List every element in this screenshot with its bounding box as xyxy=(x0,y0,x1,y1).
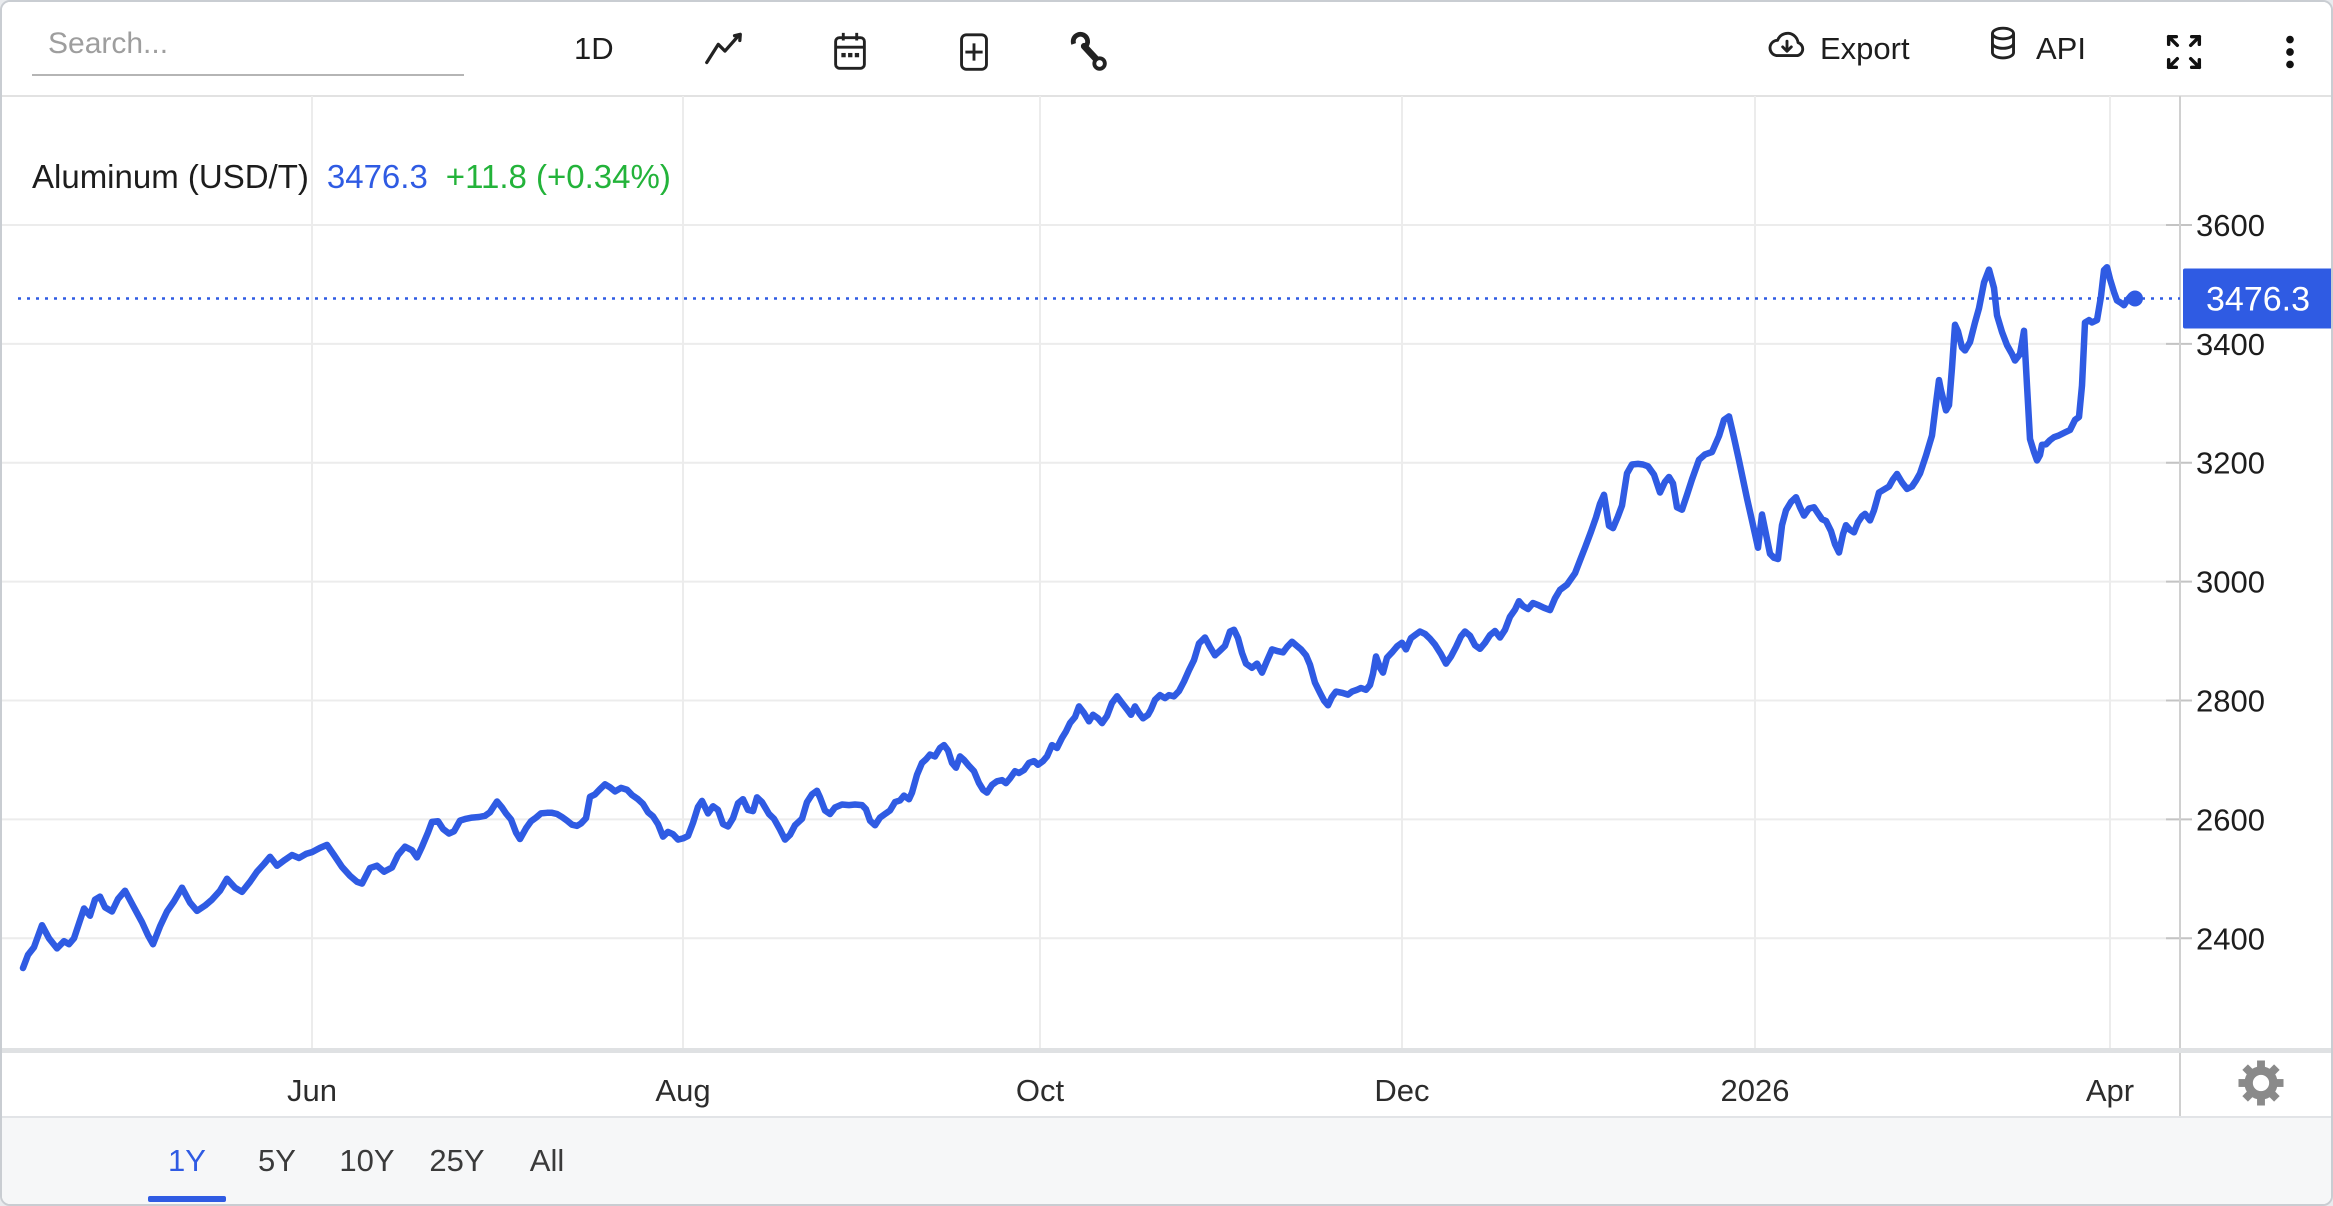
x-axis-label[interactable]: Aug xyxy=(655,1073,710,1108)
price-change: +11.8 (+0.34%) xyxy=(445,158,671,195)
y-axis-label: 3200 xyxy=(2196,446,2265,481)
x-axis-label[interactable]: Dec xyxy=(1374,1073,1429,1108)
price-series-line xyxy=(19,263,2139,972)
cloud-download-icon xyxy=(1764,22,1810,76)
instrument-name: Aluminum (USD/T) xyxy=(32,158,309,195)
x-axis-label[interactable]: 2026 xyxy=(1721,1073,1790,1108)
x-axis-line xyxy=(2,1048,2331,1053)
gear-icon xyxy=(2234,1060,2288,1114)
y-axis-label: 2400 xyxy=(2196,921,2265,956)
api-button[interactable]: API xyxy=(1980,2,2086,95)
y-axis-label: 2800 xyxy=(2196,683,2265,718)
x-axis-label[interactable]: Oct xyxy=(1016,1073,1065,1108)
price-axis-label-text: 3476.3 xyxy=(2206,281,2310,319)
range-tab-10y[interactable]: 10Y xyxy=(339,1143,395,1178)
last-price: 3476.3 xyxy=(326,158,428,195)
chart-type-button[interactable] xyxy=(698,28,750,80)
y-axis-label: 3400 xyxy=(2196,327,2265,362)
price-axis-label xyxy=(2183,268,2331,329)
x-axis-label[interactable]: Apr xyxy=(2086,1073,2134,1108)
export-label: Export xyxy=(1820,30,1910,66)
search-input[interactable] xyxy=(32,18,464,76)
line-chart-icon xyxy=(701,29,747,80)
y-axis-label: 2600 xyxy=(2196,802,2265,837)
plus-square-icon xyxy=(951,29,997,80)
range-tab-1y[interactable]: 1Y xyxy=(142,1118,232,1204)
tools-button[interactable] xyxy=(1064,28,1116,80)
toolbar: 1D xyxy=(2,2,2331,95)
kebab-menu-icon xyxy=(2267,29,2313,80)
api-label: API xyxy=(2036,30,2086,66)
compare-add-button[interactable] xyxy=(948,28,1000,80)
export-button[interactable]: Export xyxy=(1764,2,1910,95)
more-menu-button[interactable] xyxy=(2264,28,2316,80)
chart-header: Aluminum (USD/T) 3476.3 +11.8 (+0.34%) xyxy=(32,158,671,196)
database-icon xyxy=(1980,22,2026,76)
fullscreen-icon xyxy=(2161,29,2207,80)
interval-selector[interactable]: 1D xyxy=(574,31,614,66)
y-axis-label: 3600 xyxy=(2196,208,2265,243)
fullscreen-button[interactable] xyxy=(2158,28,2210,80)
range-tab-all[interactable]: All xyxy=(529,1143,565,1178)
x-axis-label[interactable]: Jun xyxy=(287,1073,337,1108)
date-range-button[interactable] xyxy=(824,28,876,80)
range-tab-25y[interactable]: 25Y xyxy=(429,1143,485,1178)
chart-settings-button[interactable] xyxy=(2234,1056,2288,1110)
y-axis-label: 3000 xyxy=(2196,565,2265,600)
series-end-dot xyxy=(2127,290,2143,307)
range-tab-5y[interactable]: 5Y xyxy=(258,1143,296,1178)
wrench-icon xyxy=(1067,29,1113,80)
range-tab-bar: 1Y 5Y 10Y 25Y All xyxy=(2,1116,2331,1204)
calendar-icon xyxy=(827,29,873,80)
